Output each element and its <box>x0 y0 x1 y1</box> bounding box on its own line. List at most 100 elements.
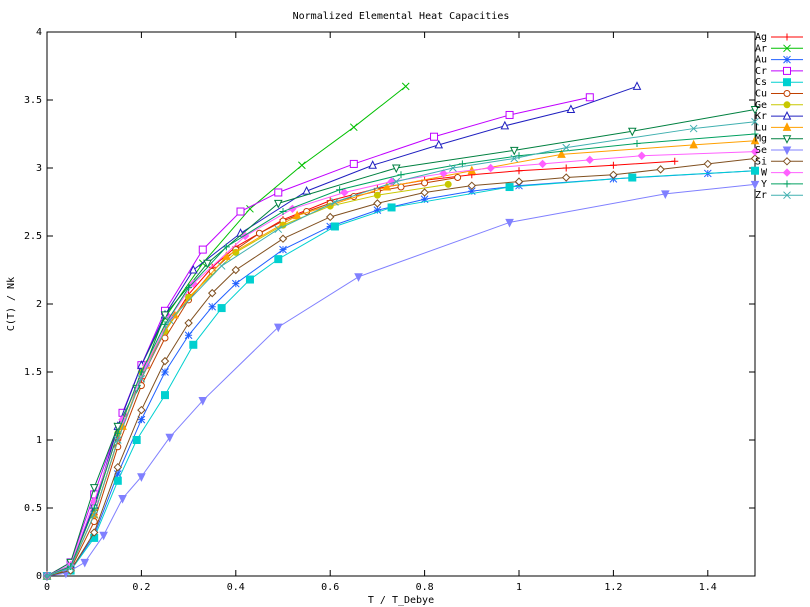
data-point <box>198 245 207 254</box>
x-tick-label: 1 <box>516 582 522 593</box>
data-point <box>137 415 146 424</box>
legend-label: Au <box>755 55 767 66</box>
data-point <box>330 222 339 231</box>
data-point <box>566 104 576 114</box>
data-point <box>184 331 193 340</box>
data-point <box>373 191 381 199</box>
data-point <box>750 147 760 156</box>
data-point <box>118 494 127 504</box>
data-point <box>509 146 519 156</box>
data-point <box>750 180 760 190</box>
legend-marker <box>782 135 792 144</box>
legend-marker <box>783 66 791 75</box>
data-point <box>373 199 382 208</box>
legend-label: Kr <box>755 111 767 122</box>
data-point <box>430 132 439 141</box>
data-point <box>137 368 145 376</box>
data-point <box>661 190 670 199</box>
data-point <box>89 484 99 493</box>
legend-marker <box>783 90 791 97</box>
x-tick-label: 1.4 <box>699 582 717 593</box>
legend-label: Y <box>761 179 767 190</box>
data-point <box>137 473 146 482</box>
data-point <box>420 195 429 204</box>
data-point <box>627 127 637 137</box>
data-point <box>236 228 245 237</box>
data-point <box>160 311 170 320</box>
legend-marker <box>783 33 791 41</box>
data-point <box>255 229 263 237</box>
data-point <box>66 563 75 572</box>
legend-marker <box>782 110 792 120</box>
series-line <box>46 151 756 577</box>
x-tick-label: 0 <box>44 582 50 593</box>
data-point <box>751 166 759 175</box>
data-point <box>505 110 514 119</box>
data-point <box>273 199 283 209</box>
y-tick-label: 3.5 <box>24 95 42 106</box>
series-kr <box>42 81 642 580</box>
data-point <box>67 562 75 570</box>
series-ar <box>43 82 410 580</box>
data-point <box>689 139 698 149</box>
data-point <box>434 139 444 149</box>
series-line <box>46 85 638 577</box>
series-line <box>46 157 756 577</box>
data-point <box>113 462 123 472</box>
data-point <box>274 225 283 234</box>
x-axis-label: T / T_Debye <box>368 595 434 606</box>
data-point <box>165 316 174 325</box>
series-line <box>46 86 407 577</box>
legend-label: Zr <box>755 190 767 201</box>
data-point <box>561 173 571 182</box>
data-point <box>189 279 198 288</box>
data-point <box>505 183 514 192</box>
data-point <box>585 93 594 102</box>
data-point <box>349 159 358 168</box>
data-point <box>113 476 122 485</box>
data-point <box>325 212 335 222</box>
data-point <box>373 206 382 215</box>
data-point <box>750 135 760 145</box>
series-line <box>46 170 756 577</box>
data-point <box>515 167 523 175</box>
data-point <box>467 187 476 195</box>
legend-marker <box>783 55 791 64</box>
legend-marker <box>782 146 792 156</box>
plot-frame <box>46 31 756 577</box>
series-lines <box>42 81 760 582</box>
data-point <box>703 159 713 169</box>
y-tick-label: 1 <box>36 435 42 446</box>
data-point <box>80 558 90 568</box>
legend-marker <box>782 157 792 166</box>
x-tick-label: 0.2 <box>132 582 150 593</box>
data-point <box>387 203 396 212</box>
y-tick-label: 3 <box>36 163 42 174</box>
data-point <box>420 188 429 197</box>
data-point <box>467 181 477 190</box>
data-point <box>585 155 595 165</box>
data-point <box>349 123 358 132</box>
data-point <box>500 120 510 130</box>
data-point <box>203 259 212 269</box>
data-point <box>113 436 122 444</box>
data-point <box>274 188 283 197</box>
x-tick-label: 0.4 <box>227 582 245 593</box>
y-tick-label: 4 <box>36 27 42 38</box>
data-point <box>397 171 405 179</box>
legend-marker <box>782 122 792 131</box>
y-axis-label: C(T) / Nk <box>6 277 17 331</box>
data-point <box>671 157 679 165</box>
series-cu <box>43 174 462 580</box>
data-point <box>750 106 760 115</box>
y-tick-label: 2.5 <box>24 231 42 242</box>
data-point <box>557 149 566 158</box>
data-point <box>279 245 287 254</box>
data-point <box>382 181 392 191</box>
data-point <box>90 510 99 519</box>
series-line <box>46 170 756 577</box>
data-point <box>632 81 642 90</box>
series-zr <box>43 117 759 580</box>
data-point <box>368 160 377 169</box>
